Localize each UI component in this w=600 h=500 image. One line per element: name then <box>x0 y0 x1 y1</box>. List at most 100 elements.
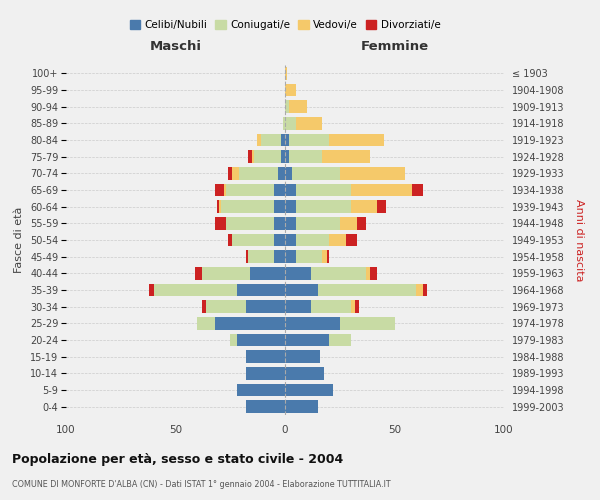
Bar <box>377 200 386 213</box>
Bar <box>423 284 427 296</box>
Bar <box>329 234 346 246</box>
Bar <box>228 167 232 179</box>
Bar <box>237 284 285 296</box>
Bar <box>228 234 232 246</box>
Bar <box>285 184 296 196</box>
Bar <box>289 150 322 163</box>
Bar <box>285 100 289 113</box>
Bar <box>274 200 285 213</box>
Bar <box>224 184 226 196</box>
Bar <box>285 117 296 130</box>
Bar <box>252 150 254 163</box>
Bar <box>350 300 355 313</box>
Bar <box>232 234 274 246</box>
Bar <box>195 267 202 280</box>
Bar <box>346 234 357 246</box>
Bar <box>412 184 423 196</box>
Bar <box>416 284 423 296</box>
Bar <box>206 300 245 313</box>
Bar <box>285 267 311 280</box>
Bar <box>248 250 274 263</box>
Bar <box>226 217 274 230</box>
Bar <box>285 134 289 146</box>
Bar <box>245 300 285 313</box>
Bar <box>202 300 206 313</box>
Bar <box>329 134 383 146</box>
Bar <box>329 334 350 346</box>
Bar <box>355 300 359 313</box>
Bar <box>292 167 340 179</box>
Bar <box>296 234 329 246</box>
Bar <box>245 250 248 263</box>
Bar <box>285 317 340 330</box>
Bar <box>285 200 296 213</box>
Bar <box>318 284 416 296</box>
Bar <box>278 167 285 179</box>
Bar <box>322 250 326 263</box>
Bar <box>285 250 296 263</box>
Bar <box>285 384 333 396</box>
Bar <box>281 134 285 146</box>
Bar <box>237 384 285 396</box>
Bar <box>221 200 274 213</box>
Bar <box>215 184 224 196</box>
Bar <box>285 84 296 96</box>
Bar <box>245 367 285 380</box>
Bar <box>248 150 252 163</box>
Bar <box>250 267 285 280</box>
Bar <box>296 184 350 196</box>
Legend: Celibi/Nubili, Coniugati/e, Vedovi/e, Divorziati/e: Celibi/Nubili, Coniugati/e, Vedovi/e, Di… <box>125 16 445 34</box>
Y-axis label: Fasce di età: Fasce di età <box>14 207 25 273</box>
Bar <box>340 317 395 330</box>
Bar <box>285 334 329 346</box>
Bar <box>296 200 350 213</box>
Bar <box>254 150 281 163</box>
Bar <box>285 67 287 80</box>
Bar <box>326 250 329 263</box>
Bar <box>296 117 322 130</box>
Text: COMUNE DI MONFORTE D'ALBA (CN) - Dati ISTAT 1° gennaio 2004 - Elaborazione TUTTI: COMUNE DI MONFORTE D'ALBA (CN) - Dati IS… <box>12 480 391 489</box>
Bar <box>202 267 250 280</box>
Bar <box>215 317 285 330</box>
Bar <box>274 184 285 196</box>
Bar <box>237 334 285 346</box>
Bar <box>296 217 340 230</box>
Text: Maschi: Maschi <box>149 40 202 52</box>
Text: Popolazione per età, sesso e stato civile - 2004: Popolazione per età, sesso e stato civil… <box>12 452 343 466</box>
Bar <box>197 317 215 330</box>
Bar <box>239 167 278 179</box>
Bar <box>289 100 307 113</box>
Bar <box>289 134 329 146</box>
Bar <box>283 117 285 130</box>
Bar <box>285 367 325 380</box>
Bar <box>285 217 296 230</box>
Bar <box>220 200 221 213</box>
Bar <box>311 267 366 280</box>
Bar <box>281 150 285 163</box>
Bar <box>215 217 226 230</box>
Bar <box>357 217 366 230</box>
Bar <box>311 300 350 313</box>
Bar <box>261 134 281 146</box>
Bar <box>154 284 237 296</box>
Bar <box>285 150 289 163</box>
Bar <box>340 217 357 230</box>
Y-axis label: Anni di nascita: Anni di nascita <box>574 198 584 281</box>
Bar <box>285 234 296 246</box>
Bar <box>245 350 285 363</box>
Bar <box>285 400 318 413</box>
Bar <box>217 200 220 213</box>
Bar <box>285 167 292 179</box>
Bar <box>285 284 318 296</box>
Bar <box>350 200 377 213</box>
Bar <box>350 184 412 196</box>
Bar <box>274 250 285 263</box>
Bar <box>230 334 237 346</box>
Bar <box>370 267 377 280</box>
Bar <box>274 217 285 230</box>
Bar <box>285 350 320 363</box>
Text: Femmine: Femmine <box>361 40 428 52</box>
Bar <box>322 150 370 163</box>
Bar <box>226 184 274 196</box>
Bar <box>340 167 406 179</box>
